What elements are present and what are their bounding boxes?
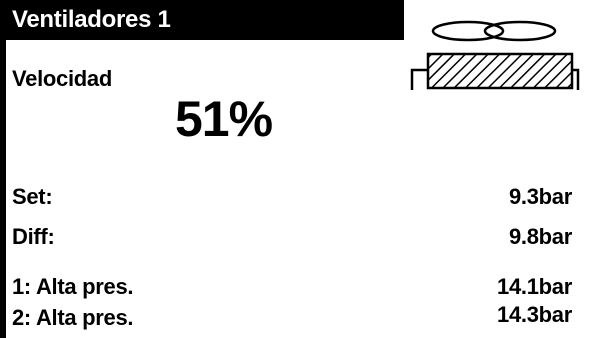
title-bar: Ventiladores 1 <box>0 0 404 40</box>
set-value: 9.3bar <box>508 184 572 209</box>
fan-unit-icon <box>410 20 580 90</box>
set-label: Set: <box>12 184 53 209</box>
diff-label: Diff: <box>12 224 55 249</box>
speed-value: 51% <box>175 91 273 147</box>
left-border <box>0 0 6 338</box>
high-pressure-1-label: 1: Alta pres. <box>12 274 134 299</box>
speed-label: Velocidad <box>12 66 113 91</box>
page-title: Ventiladores 1 <box>12 6 171 33</box>
high-pressure-1-value: 14.1bar <box>497 274 572 299</box>
diff-value: 9.8bar <box>508 224 572 249</box>
high-pressure-2-value: 14.3bar <box>497 302 572 327</box>
high-pressure-2-label: 2: Alta pres. <box>12 305 134 330</box>
